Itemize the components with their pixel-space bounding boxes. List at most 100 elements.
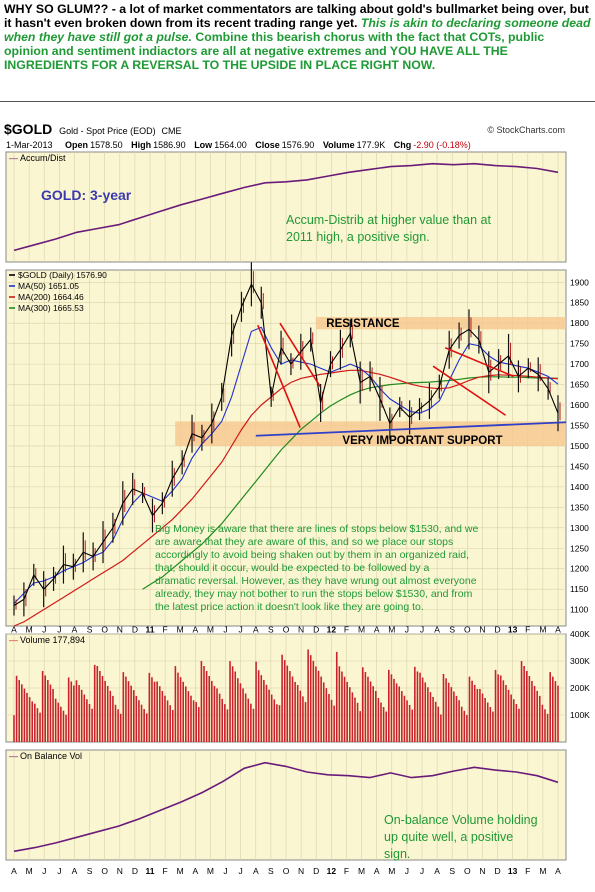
price-tick-label: 1650 bbox=[570, 380, 589, 390]
month-label: A bbox=[11, 866, 17, 876]
open-value: 1578.50 bbox=[90, 140, 123, 150]
price-note-line: Big Money is aware that there are lines … bbox=[155, 523, 479, 535]
month-label: A bbox=[192, 866, 198, 876]
month-label: A bbox=[555, 866, 561, 876]
price-tick-label: 1500 bbox=[570, 441, 589, 451]
price-tick-label: 1850 bbox=[570, 298, 589, 308]
month-label: M bbox=[26, 625, 33, 635]
month-label: A bbox=[555, 625, 561, 635]
month-label: 11 bbox=[146, 866, 155, 876]
month-label: A bbox=[374, 625, 380, 635]
support-line bbox=[255, 421, 567, 437]
accum-line bbox=[13, 162, 559, 252]
intro-line1-italic: This is akin to declaring someone dead w… bbox=[4, 16, 591, 44]
intro-line1: WHY SO GLUM?? - a lot of market commenta… bbox=[4, 2, 589, 30]
month-label: A bbox=[434, 625, 440, 635]
price-note-line: already, they may not bother to run the … bbox=[155, 588, 473, 600]
price-tick-label: 1450 bbox=[570, 461, 589, 471]
price-tick-label: 1150 bbox=[570, 584, 589, 594]
price-tick-label: 1900 bbox=[570, 277, 589, 287]
x-axis-bottom: A M J J A S O N D 11 F M A M J J A S O N D 12 F M A M J J A S O N D 13 F M A bbox=[11, 866, 561, 876]
price-note: Big Money is aware that there are lines … bbox=[155, 523, 479, 613]
price-tick-label: 1350 bbox=[570, 502, 589, 512]
obv-annotation-line: sign. bbox=[384, 847, 410, 861]
month-label: O bbox=[464, 866, 471, 876]
month-label: A bbox=[374, 866, 380, 876]
legend-ma300: MA(300) 1665.53 bbox=[18, 303, 84, 313]
chart-area: — Accum/Dist GOLD: 3-year Accum-Distrib at … bbox=[0, 150, 595, 887]
price-tick-label: 1750 bbox=[570, 339, 589, 349]
month-label: D bbox=[494, 625, 500, 635]
ma200-line bbox=[13, 369, 559, 627]
month-label: A bbox=[253, 866, 259, 876]
volume-legend-swatch: — bbox=[9, 635, 18, 645]
month-label: F bbox=[525, 866, 530, 876]
price-note-line: the latest price action it doesn't look … bbox=[155, 601, 424, 613]
price-note-line: accordingly to avoid being shaken out by… bbox=[155, 549, 469, 561]
month-label: D bbox=[132, 625, 138, 635]
accum-legend-swatch: — bbox=[9, 153, 18, 163]
month-label: J bbox=[42, 866, 46, 876]
month-label: O bbox=[101, 625, 108, 635]
quote-date: 1-Mar-2013 bbox=[6, 140, 53, 150]
chart-header: $GOLD Gold - Spot Price (EOD) CME bbox=[4, 121, 182, 137]
symbol: $GOLD bbox=[4, 121, 53, 137]
volume-tick-label: 100K bbox=[570, 710, 590, 720]
price-tick-label: 1200 bbox=[570, 564, 589, 574]
month-label: S bbox=[449, 625, 455, 635]
month-label: O bbox=[283, 625, 290, 635]
month-label: M bbox=[539, 625, 546, 635]
month-label: A bbox=[11, 625, 17, 635]
price-tick-label: 1550 bbox=[570, 420, 589, 430]
legend-ma50: MA(50) 1651.05 bbox=[18, 281, 79, 291]
month-label: D bbox=[313, 866, 319, 876]
price-tick-label: 1700 bbox=[570, 359, 589, 369]
month-label: O bbox=[464, 625, 471, 635]
month-label: N bbox=[479, 866, 485, 876]
month-label: J bbox=[57, 866, 61, 876]
month-label: M bbox=[177, 625, 184, 635]
month-label: J bbox=[223, 625, 227, 635]
month-label: F bbox=[344, 625, 349, 635]
accum-annotation-line: 2011 high, a positive sign. bbox=[286, 230, 430, 244]
volume-title: Volume 177,894 bbox=[20, 635, 85, 645]
month-label: M bbox=[358, 866, 365, 876]
month-label: J bbox=[57, 625, 61, 635]
obv-title: On Balance Vol bbox=[20, 751, 82, 761]
month-label: A bbox=[253, 625, 259, 635]
month-label: M bbox=[207, 866, 214, 876]
month-label: M bbox=[358, 625, 365, 635]
obv-legend-swatch: — bbox=[9, 751, 18, 761]
month-label: A bbox=[192, 625, 198, 635]
month-label: S bbox=[87, 866, 93, 876]
volume-bars bbox=[13, 649, 559, 742]
change-value: -2.90 (-0.18%) bbox=[413, 140, 471, 150]
accum-annotation-line: Accum-Distrib at higher value than at bbox=[286, 213, 491, 227]
month-label: M bbox=[388, 866, 395, 876]
price-note-line: that, should it occur, would be expected… bbox=[155, 562, 430, 574]
month-label: F bbox=[344, 866, 349, 876]
instrument-name: Gold - Spot Price (EOD) bbox=[59, 126, 156, 136]
month-label: S bbox=[449, 866, 455, 876]
resistance-label: RESISTANCE bbox=[326, 318, 400, 330]
month-label: 12 bbox=[327, 625, 337, 635]
volume-value: 177.9K bbox=[356, 140, 386, 150]
separator bbox=[0, 101, 595, 102]
month-label: J bbox=[420, 625, 424, 635]
legend-gold: $GOLD (Daily) 1576.90 bbox=[18, 270, 107, 280]
month-label: N bbox=[479, 625, 485, 635]
month-label: S bbox=[268, 866, 274, 876]
month-label: M bbox=[539, 866, 546, 876]
price-tick-label: 1100 bbox=[570, 605, 589, 615]
channel-line-a bbox=[257, 324, 301, 428]
month-label: D bbox=[132, 866, 138, 876]
month-label: F bbox=[163, 866, 168, 876]
month-label: O bbox=[283, 866, 290, 876]
credit: © StockCharts.com bbox=[487, 125, 565, 135]
legend-ma200: MA(200) 1664.46 bbox=[18, 292, 84, 302]
month-label: J bbox=[405, 866, 409, 876]
obv-annotation-line: up quite well, a positive bbox=[384, 830, 513, 844]
month-label: F bbox=[525, 625, 530, 635]
month-label: J bbox=[239, 866, 243, 876]
